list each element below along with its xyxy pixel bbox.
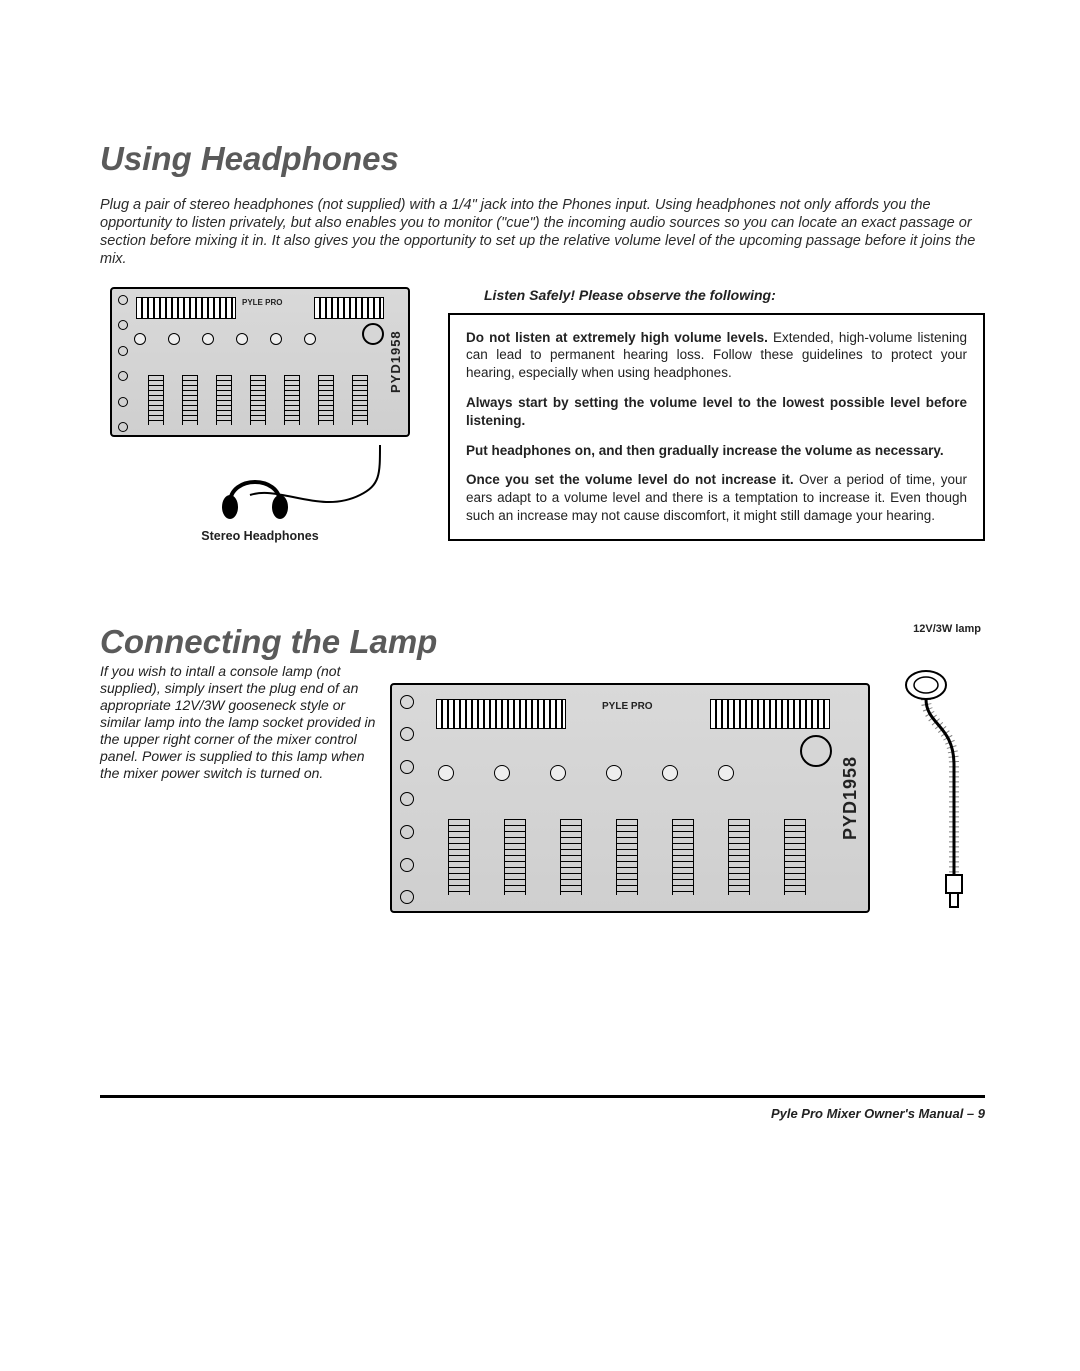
mixer-brand-label: PYLE PRO xyxy=(242,298,282,307)
section2-body: If you wish to intall a console lamp (no… xyxy=(100,663,380,783)
safety-p4: Once you set the volume level do not inc… xyxy=(466,471,967,524)
mixer-fader-row xyxy=(448,819,828,899)
section1-title: Using Headphones xyxy=(100,140,985,178)
section1-figure: PYLE PRO PYD1958 xyxy=(100,287,420,543)
safety-p3-bold: Put headphones on, and then gradually in… xyxy=(466,443,944,458)
mixer-led-bar-right xyxy=(710,699,830,729)
lamp-icon xyxy=(864,665,974,915)
safety-p1: Do not listen at extremely high volume l… xyxy=(466,329,967,382)
safety-p2: Always start by setting the volume level… xyxy=(466,394,967,430)
mixer-model-label: PYD1958 xyxy=(840,700,864,896)
mixer-led-bar-left xyxy=(136,297,236,319)
mixer-brand-label: PYLE PRO xyxy=(602,701,653,712)
section2-body-col: If you wish to intall a console lamp (no… xyxy=(100,663,380,783)
safety-p4-bold: Once you set the volume level do not inc… xyxy=(466,472,794,487)
footer-text: Pyle Pro Mixer Owner's Manual – 9 xyxy=(100,1106,985,1121)
headphone-icon xyxy=(130,445,390,525)
safety-p2-bold: Always start by setting the volume level… xyxy=(466,395,967,428)
mixer-fader-row xyxy=(148,375,388,429)
headphones-figure xyxy=(130,445,390,525)
safety-heading: Listen Safely! Please observe the follow… xyxy=(484,287,985,303)
safety-box: Do not listen at extremely high volume l… xyxy=(448,313,985,541)
safety-p1-bold: Do not listen at extremely high volume l… xyxy=(466,330,768,345)
mixer-led-bar-right xyxy=(314,297,384,319)
manual-page: Using Headphones Plug a pair of stereo h… xyxy=(0,0,1080,1371)
section2: 12V/3W lamp Connecting the Lamp If you w… xyxy=(100,623,985,915)
footer-rule xyxy=(100,1095,985,1098)
headphones-caption: Stereo Headphones xyxy=(201,529,318,543)
safety-column: Listen Safely! Please observe the follow… xyxy=(448,287,985,541)
mixer-main-knob xyxy=(800,735,832,767)
section1-intro: Plug a pair of stereo headphones (not su… xyxy=(100,196,985,269)
lamp-spec-label: 12V/3W lamp xyxy=(913,623,981,635)
mixer-knob-row xyxy=(134,333,384,345)
safety-p3: Put headphones on, and then gradually in… xyxy=(466,442,967,460)
mixer-diagram-large: PYLE PRO PYD1958 xyxy=(390,683,870,913)
mixer-knob-row xyxy=(438,765,818,781)
section2-figure: PYLE PRO PYD1958 xyxy=(390,683,985,915)
mixer-diagram-small: PYLE PRO PYD1958 xyxy=(110,287,410,437)
section1-columns: PYLE PRO PYD1958 xyxy=(100,287,985,543)
mixer-led-bar-left xyxy=(436,699,566,729)
mixer-model-label: PYD1958 xyxy=(388,304,406,420)
mixer-main-knob xyxy=(362,323,384,345)
section2-row: If you wish to intall a console lamp (no… xyxy=(100,663,985,915)
section2-title: Connecting the Lamp xyxy=(100,623,985,661)
